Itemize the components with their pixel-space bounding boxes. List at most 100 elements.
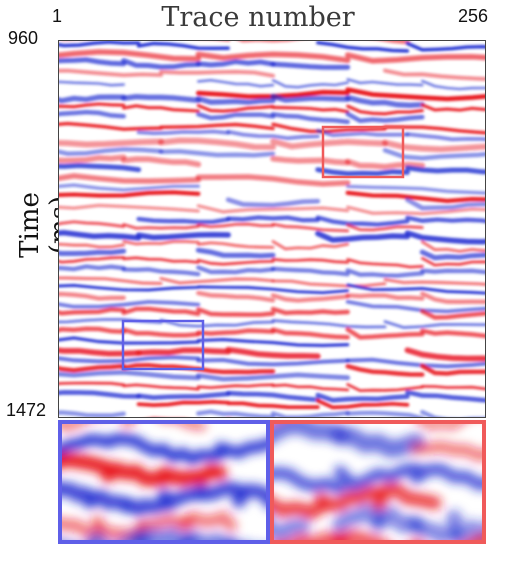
seismic-event <box>196 258 275 266</box>
seismic-event <box>314 486 385 512</box>
seismic-event <box>270 266 350 277</box>
seismic-event <box>331 528 387 540</box>
inset-red-image <box>274 424 482 540</box>
seismic-event <box>195 95 276 105</box>
seismic-event <box>122 256 200 264</box>
seismic-event <box>135 347 232 356</box>
seismic-event <box>59 220 126 228</box>
seismic-event <box>158 137 276 151</box>
seismic-event <box>62 452 116 476</box>
seismic-event <box>59 326 126 335</box>
seismic-event <box>159 318 275 328</box>
seismic-event <box>122 383 200 391</box>
seismic-event <box>270 293 350 303</box>
seismic-event <box>59 80 125 87</box>
seismic-event <box>232 483 266 508</box>
seismic-event <box>196 241 275 249</box>
seismic-event <box>315 167 410 177</box>
seismic-event <box>445 509 482 540</box>
seismic-event <box>420 103 485 112</box>
seismic-event <box>122 240 200 246</box>
seismic-event <box>62 518 103 539</box>
seismic-event <box>345 190 485 203</box>
seismic-event <box>405 197 485 211</box>
seismic-event <box>136 400 231 407</box>
seismic-event <box>196 204 350 214</box>
seismic-event <box>59 291 126 301</box>
seismic-event <box>271 383 350 392</box>
seismic-event <box>59 242 126 249</box>
seismic-event <box>197 78 275 88</box>
x-tick-start: 1 <box>52 6 63 26</box>
seismic-event <box>214 439 266 459</box>
seismic-event <box>194 481 246 501</box>
seismic-event <box>59 138 164 148</box>
seismic-event <box>132 526 196 540</box>
seismic-event <box>420 385 485 391</box>
seismic-event <box>404 230 485 245</box>
seismic-event <box>346 184 485 195</box>
seismic-event <box>122 223 200 230</box>
seismic-event <box>274 466 346 495</box>
seismic-event <box>100 461 172 487</box>
seismic-event <box>196 409 276 417</box>
seismic-event <box>159 277 275 285</box>
seismic-event <box>156 463 228 487</box>
seismic-event <box>270 155 351 166</box>
inset-blue-zoom <box>58 420 270 544</box>
seismic-event <box>346 383 424 393</box>
seismic-section <box>58 40 486 418</box>
x-tick-end: 256 <box>458 6 489 26</box>
seismic-event <box>270 410 350 417</box>
seismic-event <box>196 285 350 295</box>
seismic-event <box>59 256 126 264</box>
seismic-event <box>121 306 201 316</box>
seismic-event <box>59 248 127 256</box>
seismic-event <box>121 94 201 104</box>
seismic-event <box>59 57 127 67</box>
seismic-event <box>225 390 321 403</box>
seismic-event <box>195 174 351 187</box>
seismic-event <box>315 230 411 243</box>
seismic-event <box>405 132 485 142</box>
seismic-event <box>196 265 276 275</box>
seismic-event <box>121 362 201 372</box>
seismic-event <box>383 68 485 81</box>
seismic-event <box>271 222 350 233</box>
seismic-event <box>136 391 231 400</box>
seismic-event <box>135 231 231 241</box>
seismic-event <box>136 41 230 51</box>
seismic-event <box>316 41 410 53</box>
seismic-event <box>59 307 126 316</box>
seismic-event <box>274 424 349 444</box>
seismic-event <box>421 79 485 91</box>
seismic-event <box>62 424 86 433</box>
seismic-event <box>420 363 485 376</box>
seismic-event <box>195 59 276 68</box>
seismic-event <box>383 320 485 329</box>
seismic-event <box>120 156 202 168</box>
seismic-event <box>345 268 425 278</box>
seismic-event <box>59 229 142 241</box>
seismic-event <box>346 258 424 269</box>
seismic-event <box>270 93 351 103</box>
seismic-event <box>195 372 351 382</box>
seismic-event <box>195 51 351 64</box>
seismic-event <box>345 410 424 417</box>
seismic-event <box>59 41 141 48</box>
zoom-box-red <box>321 125 405 179</box>
seismic-event <box>59 109 126 119</box>
seismic-event <box>407 516 463 540</box>
seismic-event <box>196 290 276 303</box>
seismic-event <box>270 306 350 316</box>
seismic-event <box>315 392 410 403</box>
seismic-event <box>62 434 114 455</box>
seismic-event <box>59 173 201 184</box>
seismic-event <box>121 267 201 277</box>
seismic-event <box>371 483 442 512</box>
seismic-event <box>315 128 410 138</box>
seismic-event <box>334 462 422 493</box>
seismic-event <box>59 276 163 285</box>
seismic-event <box>59 102 126 109</box>
seismic-event <box>344 52 485 64</box>
